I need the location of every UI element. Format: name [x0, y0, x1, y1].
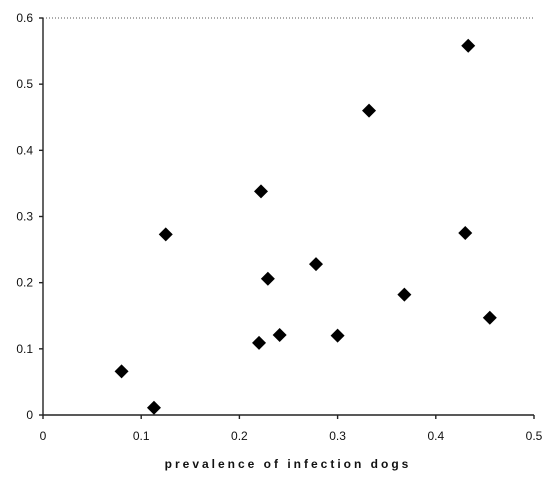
- data-points: [114, 38, 497, 415]
- y-tick-label: 0.3: [16, 210, 33, 224]
- data-point: [461, 38, 476, 53]
- data-point: [158, 227, 173, 242]
- data-point: [308, 257, 323, 272]
- y-tick-label: 0.5: [16, 77, 33, 91]
- x-tick-label: 0.5: [526, 429, 543, 443]
- y-tick-label: 0.6: [16, 11, 33, 25]
- data-point: [252, 335, 267, 350]
- data-point: [362, 103, 377, 118]
- tick-labels: 0 0.1 0.2 0.3 0.4 0.5 0 0.1 0.2 0.3 0.4 0.5 0.6: [16, 11, 542, 443]
- data-point: [458, 226, 473, 241]
- x-tick-label: 0: [40, 429, 47, 443]
- data-point: [330, 328, 345, 343]
- y-tick-label: 0.4: [16, 143, 33, 157]
- y-tick-label: 0.1: [16, 342, 33, 356]
- y-tick-label: 0.2: [16, 276, 33, 290]
- data-point: [272, 327, 287, 342]
- data-point: [114, 364, 129, 379]
- data-point: [397, 287, 412, 302]
- y-tick-label: 0: [26, 408, 33, 422]
- data-point: [254, 184, 269, 199]
- x-tick-label: 0.3: [329, 429, 346, 443]
- data-point: [482, 310, 497, 325]
- x-tick-label: 0.1: [133, 429, 150, 443]
- data-point: [260, 271, 275, 286]
- data-point: [146, 400, 161, 415]
- x-axis-title: prevalence of infection dogs: [165, 457, 412, 471]
- x-tick-label: 0.2: [231, 429, 248, 443]
- x-tick-label: 0.4: [427, 429, 444, 443]
- axes: [39, 17, 535, 419]
